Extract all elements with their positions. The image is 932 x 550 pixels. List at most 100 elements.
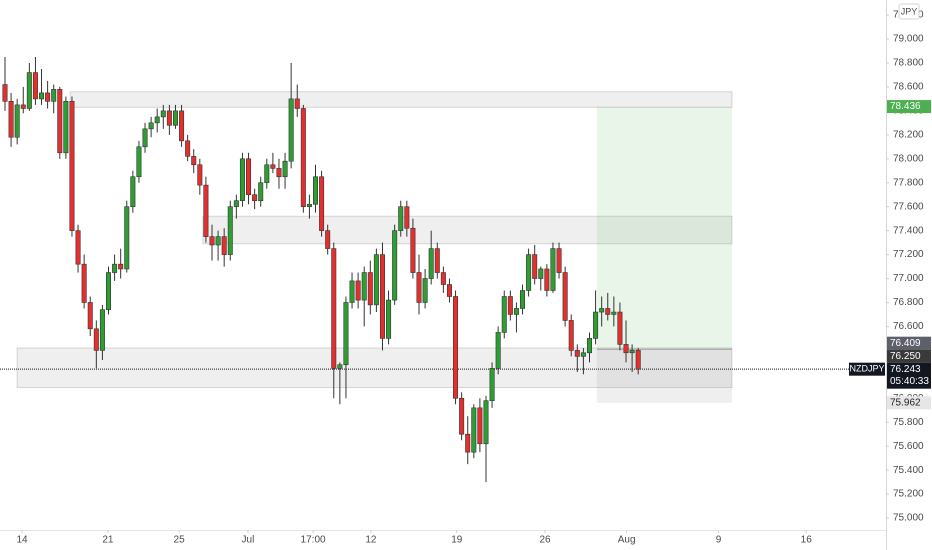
candle-body: [526, 254, 532, 291]
candle-body: [550, 248, 556, 291]
candle-body: [32, 72, 38, 100]
candle-body: [355, 280, 361, 301]
candle-body: [39, 92, 45, 100]
y-tick-label: 75.600: [893, 441, 924, 452]
zone: [16, 347, 733, 389]
y-tick-label: 78.000: [893, 153, 924, 164]
price-label-box: [887, 336, 931, 350]
candle-body: [45, 92, 51, 102]
price-label: 78.436: [890, 101, 921, 112]
candle-body: [282, 160, 288, 178]
candle-body: [343, 302, 349, 366]
candle-body: [258, 182, 264, 201]
candle-body: [300, 108, 306, 207]
candle-body: [197, 164, 203, 186]
candle-body: [105, 272, 111, 310]
x-tick-label: 26: [539, 535, 551, 546]
candle-body: [586, 338, 592, 354]
y-tick-label: 79.000: [893, 34, 924, 45]
candle-body: [112, 263, 118, 273]
candle-body: [513, 308, 519, 315]
zone: [202, 215, 733, 245]
candle-body: [227, 206, 233, 255]
y-tick-label: 75.800: [893, 417, 924, 428]
candle-body: [87, 302, 93, 330]
candle-body: [556, 248, 562, 273]
candle-body: [446, 284, 452, 297]
candle-body: [489, 368, 495, 401]
candle-body: [532, 254, 538, 279]
x-tick-label: 25: [174, 535, 186, 546]
candle-body: [507, 296, 513, 315]
candle-body: [136, 146, 142, 178]
candle-body: [325, 230, 331, 249]
candle-body: [8, 101, 14, 138]
y-tick-label: 77.400: [893, 225, 924, 236]
candle-body: [57, 89, 63, 154]
currency-box[interactable]: [898, 3, 920, 20]
x-tick-label: 14: [16, 535, 28, 546]
candle-body: [63, 101, 69, 154]
y-tick-label: 77.600: [893, 201, 924, 212]
position-stop-area: [596, 349, 732, 403]
candle-body: [349, 280, 355, 303]
candle-body: [26, 72, 32, 109]
candle-body: [148, 122, 154, 130]
candle-body: [538, 268, 544, 279]
candle-body: [246, 158, 252, 196]
candle-body: [410, 227, 416, 273]
candle-body: [367, 272, 373, 306]
candle-body: [99, 309, 105, 351]
candle-body: [313, 176, 319, 205]
y-tick-label: 77.000: [893, 273, 924, 284]
candle-body: [483, 400, 489, 445]
candle-body: [154, 116, 160, 124]
candle-body: [495, 332, 501, 369]
candle-body: [635, 350, 641, 370]
candle-body: [617, 311, 623, 345]
candle-body: [501, 296, 507, 333]
position-target-area: [596, 106, 732, 350]
candle-body: [361, 272, 367, 301]
y-tick-label: 78.600: [893, 82, 924, 93]
x-tick-label: 9: [716, 535, 722, 546]
x-tick-label: 16: [801, 535, 813, 546]
y-tick-label: 77.800: [893, 177, 924, 188]
candle-body: [51, 89, 57, 102]
candle-body: [20, 104, 26, 109]
candle-body: [130, 176, 136, 207]
candle-body: [239, 158, 245, 201]
candle-body: [179, 110, 185, 142]
candle-body: [160, 110, 166, 118]
currency-label[interactable]: JPY: [901, 6, 918, 16]
candle-body: [605, 308, 611, 315]
candle-body: [276, 168, 282, 178]
candle-body: [392, 230, 398, 301]
candle-body: [574, 350, 580, 357]
candle-body: [562, 272, 568, 321]
candle-body: [270, 164, 276, 169]
y-tick-label: 75.000: [893, 513, 924, 524]
candle-body: [434, 248, 440, 273]
candle-body: [580, 352, 586, 357]
candle-body: [477, 407, 483, 445]
candle-body: [319, 176, 325, 231]
x-tick-label: 17:00: [301, 535, 326, 546]
candle-body: [373, 254, 379, 306]
price-label-box: [887, 349, 931, 363]
candle-body: [191, 156, 197, 166]
candle-body: [294, 98, 300, 109]
candle-body: [124, 206, 130, 270]
candle-body: [331, 248, 337, 369]
symbol-tag-box: [849, 362, 885, 376]
candle-body: [337, 364, 343, 369]
x-tick-label: Aug: [618, 535, 636, 546]
candle-body: [81, 263, 87, 303]
candle-body: [416, 272, 422, 303]
x-tick-label: 21: [102, 535, 114, 546]
price-label-box: [887, 100, 931, 114]
candle-body: [629, 350, 635, 354]
candle-body: [14, 104, 20, 138]
